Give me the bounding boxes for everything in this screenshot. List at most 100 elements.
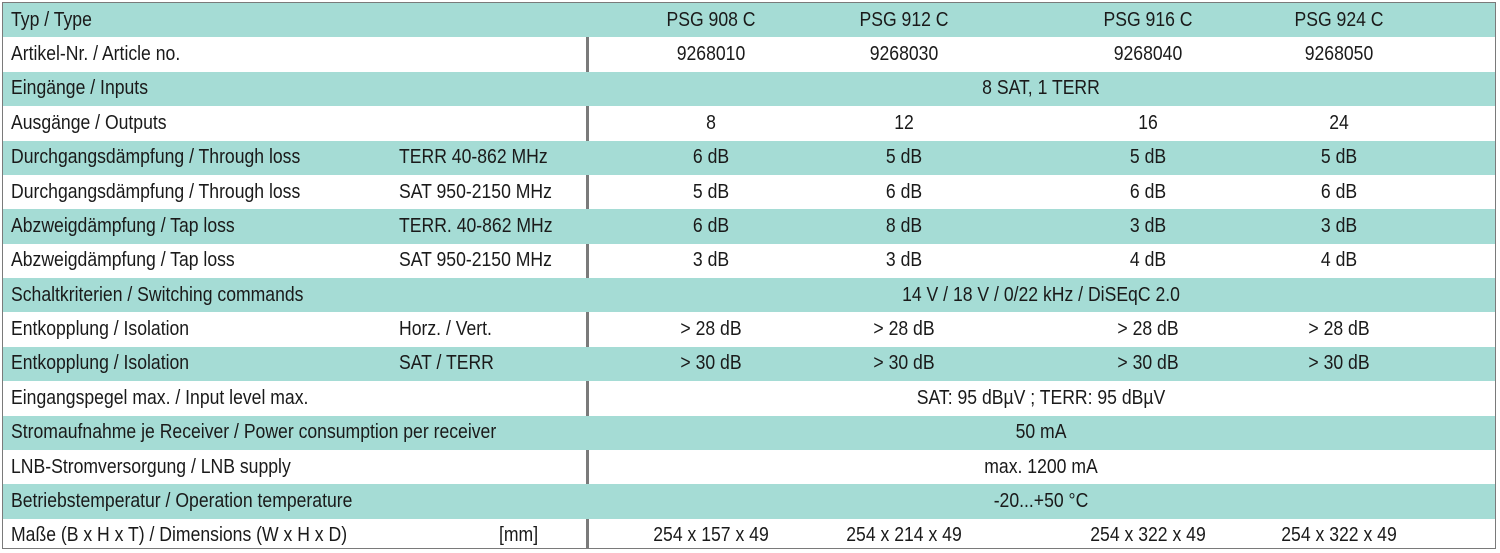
row-label-text: Durchgangsdämpfung / Through loss [11, 180, 301, 203]
row-value-text: 9268010 [676, 43, 746, 66]
row-value-all-text: max. 1200 mA [984, 455, 1098, 478]
row-value-text: PSG 916 C [1103, 8, 1193, 31]
row-value-all-text: 14 V / 18 V / 0/22 kHz / DiSEqC 2.0 [902, 283, 1180, 306]
row-label: Schaltkriterien / Switching commands [11, 278, 343, 312]
table-row: Ausgänge / Outputs 8 12 16 24 [3, 106, 1495, 140]
row-value-text: > 30 dB [873, 352, 935, 375]
column-divider [586, 3, 589, 548]
row-value-2: 12 [893, 106, 915, 140]
row-label: Maße (B x H x T) / Dimensions (W x H x D… [11, 519, 393, 553]
row-sublabel-text: TERR 40-862 MHz [399, 146, 548, 169]
row-sublabel: TERR. 40-862 MHz [399, 209, 574, 243]
row-value-1: 6 dB [690, 209, 731, 243]
row-label-text: Abzweigdämpfung / Tap loss [11, 214, 235, 237]
row-sublabel: SAT 950-2150 MHz [399, 244, 573, 278]
row-value-2: 254 x 214 x 49 [838, 519, 969, 553]
table-row: Stromaufnahme je Receiver / Power consum… [3, 415, 1495, 450]
row-value-text: > 28 dB [1117, 318, 1179, 341]
row-value-3: 254 x 322 x 49 [1082, 519, 1213, 553]
row-label: Eingangspegel max. / Input level max. [11, 381, 349, 415]
row-sublabel: SAT 950-2150 MHz [399, 175, 573, 209]
row-value-2: > 30 dB [869, 347, 939, 381]
row-value-text: > 30 dB [1308, 352, 1370, 375]
row-value-text: 254 x 322 x 49 [1090, 524, 1206, 547]
row-value-text: 9268030 [869, 43, 939, 66]
row-value-all-text: SAT: 95 dBµV ; TERR: 95 dBµV [916, 386, 1166, 409]
row-label: Durchgangsdämpfung / Through loss [11, 141, 340, 175]
row-value-all-text: 8 SAT, 1 TERR [982, 77, 1100, 100]
row-value-2: PSG 912 C [853, 3, 954, 37]
row-value-all-text: 50 mA [1015, 421, 1067, 444]
row-value-2: 5 dB [883, 141, 924, 175]
row-value-text: 254 x 322 x 49 [1281, 524, 1397, 547]
row-label-text: Entkopplung / Isolation [11, 318, 190, 341]
row-value-3: 3 dB [1127, 209, 1168, 243]
row-label: Durchgangsdämpfung / Through loss [11, 175, 340, 209]
table-row: Durchgangsdämpfung / Through loss SAT 950… [3, 175, 1495, 209]
row-value-text: > 28 dB [680, 318, 742, 341]
row-value-3: 9268040 [1109, 37, 1187, 71]
row-label-text: Typ / Type [11, 8, 92, 31]
table-row: Entkopplung / Isolation Horz. / Vert. > 28… [3, 312, 1495, 346]
row-value-1: 5 dB [690, 175, 731, 209]
row-value-text: > 28 dB [873, 318, 935, 341]
row-value-all: SAT: 95 dBµV ; TERR: 95 dBµV [900, 381, 1182, 415]
table-row: Artikel-Nr. / Article no. 9268010 9268030 9… [3, 37, 1495, 71]
row-value-text: > 30 dB [1117, 352, 1179, 375]
table-row: Maße (B x H x T) / Dimensions (W x H x D… [3, 519, 1495, 553]
row-sublabel-text: Horz. / Vert. [399, 318, 492, 341]
row-value-2: 6 dB [883, 175, 924, 209]
row-value-text: > 30 dB [680, 352, 742, 375]
row-label: LNB-Stromversorgung / LNB supply [11, 450, 329, 484]
row-sublabel-text: SAT / TERR [399, 352, 494, 375]
row-value-text: PSG 912 C [859, 8, 949, 31]
row-value-text: 4 dB [1129, 249, 1167, 272]
row-value-text: 6 dB [692, 146, 730, 169]
row-value-4: PSG 924 C [1288, 3, 1389, 37]
row-value-4: 24 [1328, 106, 1350, 140]
row-value-1: > 28 dB [676, 312, 746, 346]
table-row: Schaltkriterien / Switching commands 14 V… [3, 278, 1495, 313]
table-row: LNB-Stromversorgung / LNB supply max. 120… [3, 450, 1495, 484]
row-value-text: PSG 924 C [1294, 8, 1384, 31]
row-value-text: 9268040 [1113, 43, 1183, 66]
row-label-text: Eingangspegel max. / Input level max. [11, 386, 309, 409]
row-value-3: > 30 dB [1113, 347, 1183, 381]
row-label: Typ / Type [11, 3, 103, 37]
row-value-4: > 28 dB [1304, 312, 1374, 346]
table-row: Durchgangsdämpfung / Through loss TERR 40… [3, 140, 1495, 175]
row-value-text: 5 dB [692, 180, 730, 203]
row-label-text: Schaltkriterien / Switching commands [11, 283, 304, 306]
row-value-all: 8 SAT, 1 TERR [974, 72, 1108, 106]
table-row: Typ / Type PSG 908 C PSG 912 C PSG 916 C PSG… [3, 3, 1495, 38]
row-value-1: 9268010 [672, 37, 750, 71]
row-label-text: Abzweigdämpfung / Tap loss [11, 249, 235, 272]
row-value-text: 3 dB [1320, 214, 1358, 237]
row-label-text: Betriebstemperatur / Operation temperatu… [11, 489, 353, 512]
row-label: Betriebstemperatur / Operation temperatu… [11, 484, 399, 518]
row-value-text: 4 dB [1320, 249, 1358, 272]
table-row: Entkopplung / Isolation SAT / TERR > 30 dB… [3, 346, 1495, 382]
row-label: Ausgänge / Outputs [11, 106, 188, 140]
row-value-all: 50 mA [1012, 416, 1070, 450]
row-label: Abzweigdämpfung / Tap loss [11, 209, 265, 243]
row-value-4: 3 dB [1318, 209, 1359, 243]
row-value-2: 3 dB [883, 244, 924, 278]
row-value-text: 8 dB [885, 214, 923, 237]
row-value-text: 9268050 [1304, 43, 1374, 66]
row-label-text: Eingänge / Inputs [11, 77, 149, 100]
row-value-1: 6 dB [690, 141, 731, 175]
row-value-4: 4 dB [1318, 244, 1359, 278]
row-label-text: Ausgänge / Outputs [11, 111, 167, 134]
row-value-1: PSG 908 C [660, 3, 761, 37]
row-value-3: 6 dB [1127, 175, 1168, 209]
row-label-text: Durchgangsdämpfung / Through loss [11, 146, 301, 169]
table-row: Eingangspegel max. / Input level max. SAT… [3, 381, 1495, 415]
row-label: Abzweigdämpfung / Tap loss [11, 244, 265, 278]
table-row: Abzweigdämpfung / Tap loss SAT 950-2150 M… [3, 244, 1495, 278]
row-sublabel-text: SAT 950-2150 MHz [399, 249, 552, 272]
row-value-1: 254 x 157 x 49 [645, 519, 776, 553]
row-value-text: 5 dB [1129, 146, 1167, 169]
row-label-text: Artikel-Nr. / Article no. [11, 43, 181, 66]
